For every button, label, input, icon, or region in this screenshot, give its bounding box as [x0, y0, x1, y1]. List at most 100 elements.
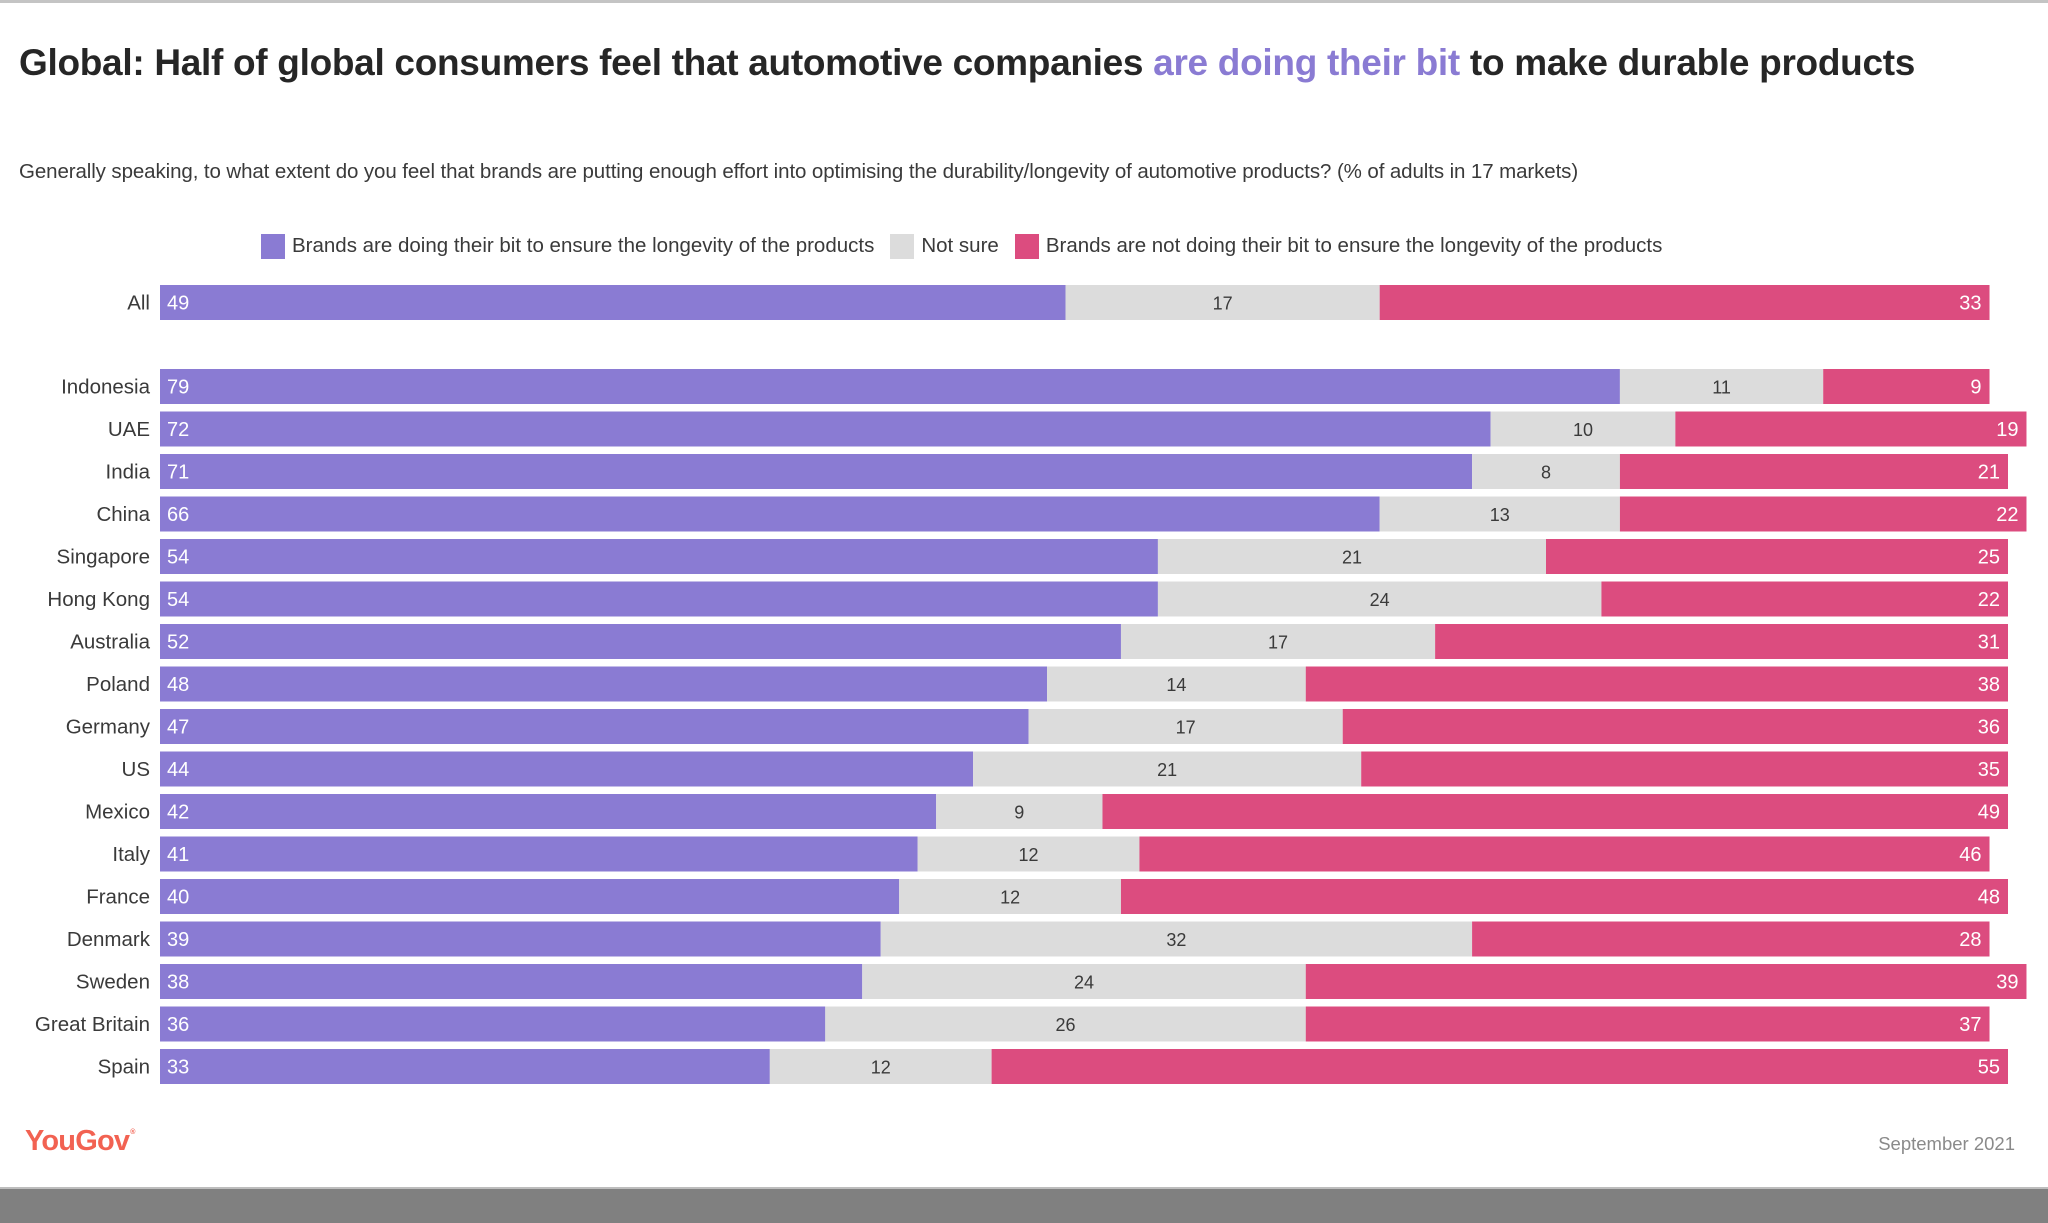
category-label: Spain [98, 1056, 150, 1079]
bar-row-singapore: Singapore 54 21 25 [57, 539, 2008, 574]
bar-segment-not-sure [1047, 666, 1306, 702]
category-label: India [106, 461, 151, 484]
bar-row-all: All 49 17 33 [127, 285, 1990, 320]
data-label-not-doing: 39 [1996, 972, 2018, 994]
bar-segment-not-doing [991, 1049, 2008, 1084]
bar-segment-not-doing [1619, 454, 2008, 489]
category-label: Hong Kong [47, 588, 150, 611]
bar-segment-doing [160, 285, 1066, 320]
legend-swatch-not-doing [1014, 233, 1039, 259]
category-label: Singapore [57, 546, 150, 569]
data-label-not-sure: 9 [1014, 803, 1024, 823]
data-label-not-doing: 28 [1959, 929, 1981, 951]
bar-segment-not-sure [973, 751, 1362, 787]
bar-row-uae: UAE 72 10 19 [108, 411, 2027, 447]
data-label-not-doing: 21 [1978, 462, 2000, 484]
data-label-not-sure: 17 [1213, 294, 1233, 314]
bar-row-germany: Germany 47 17 36 [66, 709, 2008, 744]
data-label-doing: 41 [167, 844, 189, 866]
bottom-bar-divider [0, 1187, 2048, 1189]
data-label-not-sure: 12 [1000, 888, 1020, 908]
legend-swatch-doing [261, 233, 285, 259]
logo-text: YouGov [25, 1125, 130, 1157]
bar-row-indonesia: Indonesia 79 11 9 [61, 369, 1990, 404]
bar-segment-doing [160, 539, 1158, 574]
legend-label-not-doing: Brands are not doing their bit to ensure… [1045, 234, 1663, 257]
legend-item-doing: Brands are doing their bit to ensure the… [261, 233, 875, 259]
title-highlight: are doing their bit [1153, 42, 1460, 83]
bar-segment-doing [160, 666, 1048, 702]
data-label-doing: 40 [167, 887, 189, 909]
category-label: Sweden [76, 971, 150, 994]
data-label-not-sure: 13 [1490, 505, 1510, 525]
data-label-doing: 48 [167, 674, 189, 696]
bar-segment-doing [160, 454, 1473, 489]
bar-row-spain: Spain 33 12 55 [98, 1049, 2008, 1084]
bar-segment-doing [160, 964, 863, 999]
data-label-not-doing: 55 [1978, 1057, 2000, 1079]
data-label-not-doing: 49 [1978, 802, 2000, 824]
bar-segment-doing [160, 709, 1029, 744]
bar-row-china: China 66 13 22 [96, 496, 2027, 532]
data-label-not-sure: 21 [1342, 548, 1362, 568]
bar-segment-not-doing [1379, 285, 1990, 320]
legend-label-doing: Brands are doing their bit to ensure the… [292, 234, 875, 257]
bar-segment-not-sure [1490, 411, 1676, 447]
category-label: UAE [108, 418, 150, 441]
bar-segment-not-doing [1601, 581, 2008, 617]
data-label-not-sure: 17 [1268, 633, 1288, 653]
data-label-doing: 54 [167, 547, 189, 569]
category-label: US [122, 758, 150, 781]
data-label-not-sure: 14 [1166, 675, 1186, 695]
category-label: All [127, 292, 150, 315]
data-label-not-sure: 24 [1074, 973, 1094, 993]
bar-segment-not-doing [1120, 879, 2008, 914]
bottom-bar [0, 1189, 2048, 1223]
title-text-end: to make durable products [1459, 42, 1916, 83]
data-label-not-doing: 25 [1978, 547, 2000, 569]
data-label-doing: 47 [167, 717, 189, 739]
data-label-not-sure: 21 [1157, 760, 1177, 780]
data-label-not-doing: 9 [1970, 377, 1981, 399]
data-label-not-doing: 36 [1978, 717, 2000, 739]
chart-subtitle: Generally speaking, to what extent do yo… [19, 160, 1579, 183]
legend-item-not-doing: Brands are not doing their bit to ensure… [1014, 233, 1663, 259]
data-label-not-doing: 19 [1996, 419, 2018, 441]
bar-segment-not-sure [1619, 369, 1824, 404]
bar-segment-not-doing [1305, 666, 2008, 702]
registered-mark: ® [130, 1129, 135, 1136]
data-label-not-sure: 12 [1019, 845, 1039, 865]
data-label-not-doing: 48 [1978, 887, 2000, 909]
bar-segment-not-sure [1120, 624, 1436, 659]
data-label-doing: 71 [167, 462, 189, 484]
data-label-not-doing: 37 [1959, 1014, 1981, 1036]
bar-segment-not-sure [1028, 709, 1343, 744]
bar-segment-doing [160, 879, 900, 914]
bar-segment-not-doing [1102, 794, 2008, 829]
data-label-not-sure: 24 [1370, 590, 1390, 610]
data-label-doing: 36 [167, 1014, 189, 1036]
data-label-doing: 44 [167, 759, 189, 781]
data-label-not-doing: 22 [1996, 504, 2018, 526]
chart-title: Global: Half of global consumers feel th… [19, 40, 1979, 86]
bar-segment-doing [160, 496, 1380, 532]
data-label-not-sure: 26 [1056, 1015, 1076, 1035]
bar-segment-not-doing [1619, 496, 2027, 532]
bar-row-us: US 44 21 35 [122, 751, 2008, 787]
bar-row-great-britain: Great Britain 36 26 37 [35, 1006, 1990, 1042]
category-label: China [96, 503, 150, 526]
title-text-start: Global: Half of global consumers feel th… [19, 42, 1154, 83]
bar-segment-doing [160, 1006, 826, 1042]
category-label: Italy [112, 843, 150, 866]
data-label-not-sure: 12 [871, 1058, 891, 1078]
bar-segment-not-sure [769, 1049, 992, 1084]
data-label-doing: 39 [167, 929, 189, 951]
legend-swatch-not-sure [890, 233, 915, 259]
data-label-not-sure: 8 [1541, 463, 1551, 483]
bar-segment-not-sure [1157, 539, 1546, 574]
bar-segment-doing [160, 581, 1158, 617]
bar-segment-not-doing [1546, 539, 2008, 574]
category-label: Denmark [67, 928, 151, 951]
bar-segment-not-sure [862, 964, 1306, 999]
category-label: Great Britain [35, 1013, 150, 1036]
